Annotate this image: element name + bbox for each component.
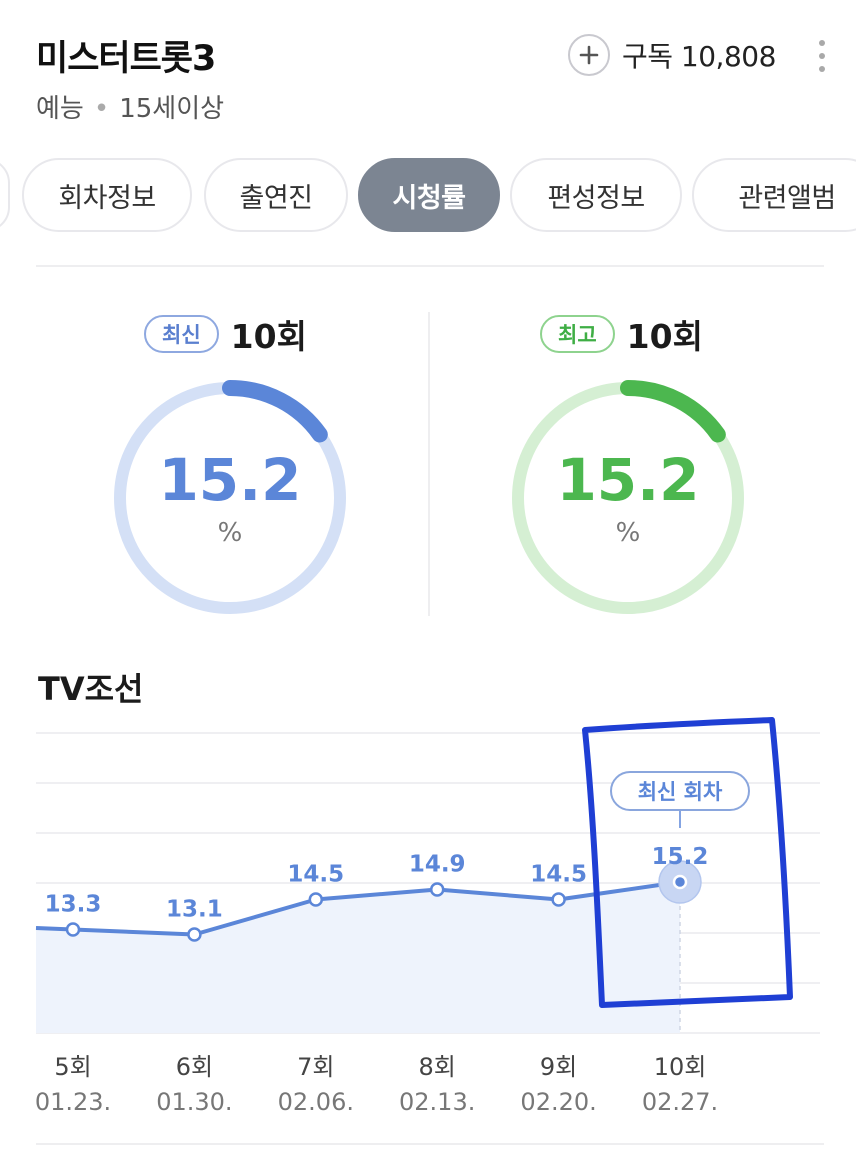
age-rating-label: 15세이상 [119,94,225,124]
subscribe-label: 구독 10,808 [622,40,776,73]
bottom-divider [36,1143,824,1145]
latest-episode-callout [610,771,750,811]
program-title: 미스터트롯3 [36,39,216,79]
data-label: 14.9 [409,852,466,878]
highest-gauge-arc [510,380,746,616]
x-tick-date: 02.06. [278,1088,354,1116]
tab-related-album[interactable]: 관련앨범 [692,158,856,232]
data-label: 14.5 [287,862,344,888]
x-tick-date: 02.27. [642,1088,718,1116]
x-tick-date: 02.13. [399,1088,475,1116]
x-tick-episode: 9회 [540,1053,577,1081]
tab-schedule[interactable]: 편성정보 [510,158,682,232]
latest-gauge [112,380,348,616]
tab-episode-info[interactable]: 회차정보 [22,158,192,232]
program-meta: 예능 • 15세이상 [36,88,224,125]
latest-header: 최신 10회 [144,310,307,358]
x-tick-episode: 5회 [54,1053,91,1081]
highest-episode: 10회 [626,317,703,356]
more-options-icon[interactable] [812,36,832,76]
x-tick-episode: 7회 [297,1053,334,1081]
data-point [551,892,566,907]
x-tick-episode: 8회 [419,1053,456,1081]
latest-gauge-arc [112,380,348,616]
data-point [429,882,445,897]
data-point [308,892,324,907]
tab-bar: 회차정보 출연진 시청률 편성정보 관련앨범 [0,158,856,234]
latest-unit: % [217,518,243,548]
callout-label: 최신 회차 [638,780,723,804]
highest-header: 최고 10회 [540,310,703,358]
chart-area-fill [36,882,680,1033]
hand-drawn-highlight-box [582,717,793,1008]
tab-previous-partial[interactable] [0,158,10,232]
tab-cast[interactable]: 출연진 [204,158,348,232]
divider-line [36,265,824,267]
highest-value: 15.2 [556,446,700,514]
data-label: 14.5 [530,862,587,888]
data-label: 13.3 [45,892,102,918]
separator-dot: • [93,94,110,124]
subscribe-button[interactable]: 구독 10,808 [568,32,776,78]
x-tick-episode: 6회 [176,1053,213,1081]
x-tick-episode: 10회 [654,1053,707,1081]
plus-icon [568,34,610,76]
highest-gauge [510,380,746,616]
x-tick-date: 02.20. [520,1088,596,1116]
data-point [187,927,202,942]
ratings-line-chart: 13.3 5회 01.23. 13.1 6회 01.30. 14.5 7회 02.06. 14.9… [35,717,820,1116]
highest-badge: 최고 [540,315,615,353]
x-tick-date: 01.23. [35,1088,111,1116]
data-label: 13.1 [166,897,223,923]
latest-badge: 최신 [144,315,219,353]
latest-value: 15.2 [158,446,302,514]
data-label: 15.2 [652,844,709,870]
data-point [65,922,81,937]
genre-label: 예능 [36,94,84,124]
chart-title: TV조선 [38,670,144,708]
latest-episode: 10회 [230,317,307,356]
data-point [672,874,688,890]
highest-unit: % [615,518,641,548]
tab-ratings[interactable]: 시청률 [358,158,500,232]
gauge-divider [428,312,430,616]
x-tick-date: 01.30. [156,1088,232,1116]
